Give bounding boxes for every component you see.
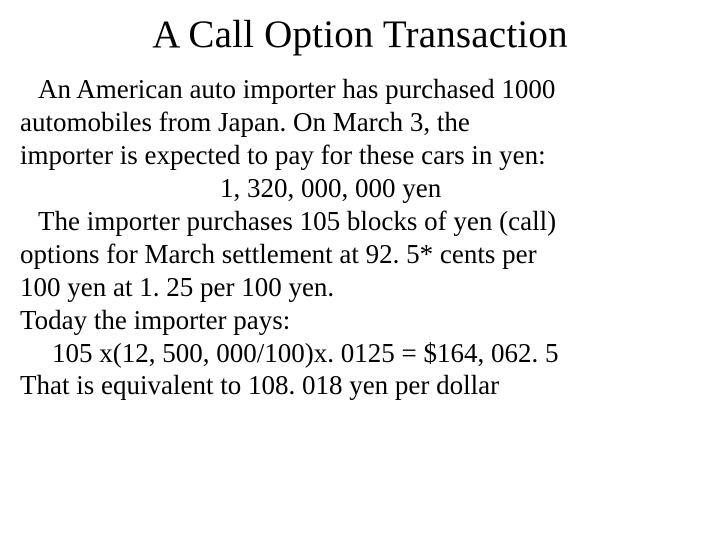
slide-body: An American auto importer has purchased …: [20, 73, 700, 402]
body-line-3: importer is expected to pay for these ca…: [20, 139, 700, 172]
body-line-4: The importer purchases 105 blocks of yen…: [20, 205, 700, 238]
body-amount: 1, 320, 000, 000 yen: [20, 172, 700, 205]
body-line-1: An American auto importer has purchased …: [20, 73, 700, 106]
body-line-8: That is equivalent to 108. 018 yen per d…: [20, 369, 700, 402]
slide-title: A Call Option Transaction: [20, 12, 700, 57]
body-calc: 105 x(12, 500, 000/100)x. 0125 = $164, 0…: [20, 337, 700, 370]
body-line-2: automobiles from Japan. On March 3, the: [20, 106, 700, 139]
body-line-5: options for March settlement at 92. 5* c…: [20, 238, 700, 271]
body-line-7: Today the importer pays:: [20, 304, 700, 337]
slide: A Call Option Transaction An American au…: [0, 0, 720, 540]
body-line-6: 100 yen at 1. 25 per 100 yen.: [20, 271, 700, 304]
